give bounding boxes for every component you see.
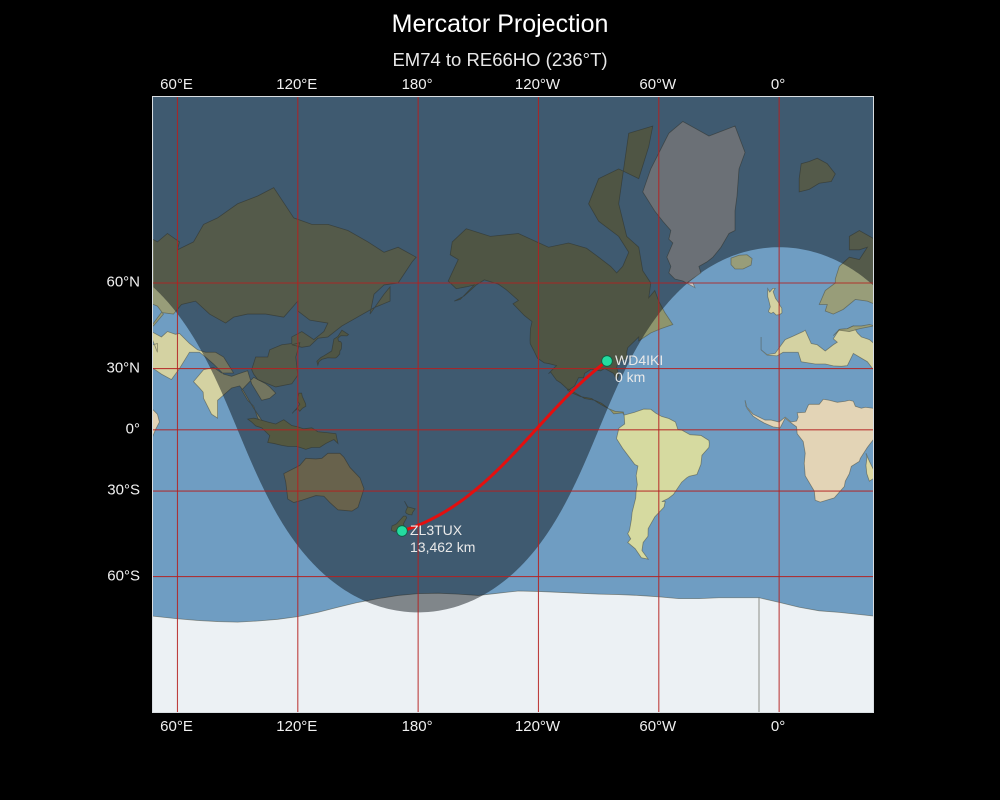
- svg-text:13,462 km: 13,462 km: [410, 539, 475, 555]
- svg-text:ZL3TUX: ZL3TUX: [410, 522, 463, 538]
- svg-text:0 km: 0 km: [615, 369, 645, 385]
- svg-text:WD4IKI: WD4IKI: [615, 352, 663, 368]
